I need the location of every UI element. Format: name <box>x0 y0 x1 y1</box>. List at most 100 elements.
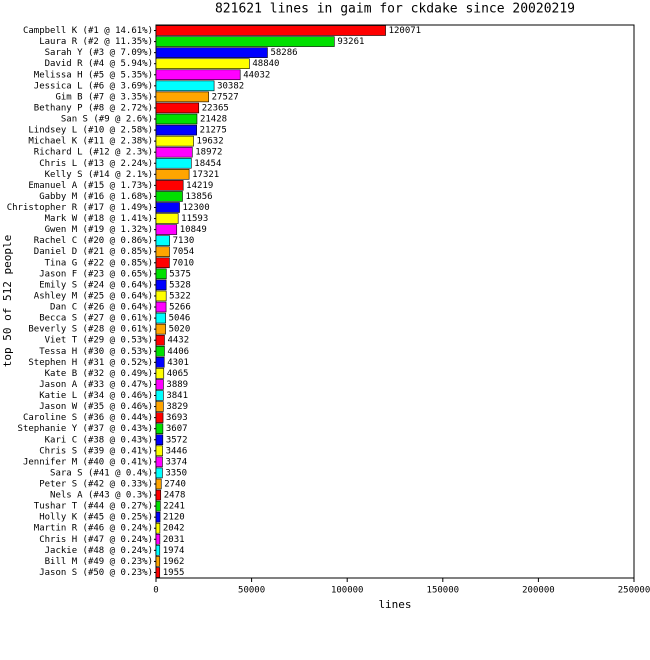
bar <box>155 47 268 58</box>
bar <box>155 124 197 136</box>
value-label: 7054 <box>172 247 194 257</box>
value-label: 4406 <box>167 347 189 357</box>
y-tick-label: Ashley M (#25 @ 0.64%) <box>34 291 153 301</box>
bar <box>155 323 166 335</box>
bar <box>155 235 170 246</box>
bar <box>155 135 194 147</box>
value-label: 14219 <box>186 181 213 191</box>
y-tick-label: Martin R (#46 @ 0.24%) <box>34 524 153 534</box>
bar <box>155 246 170 258</box>
y-tick-label: Stephanie Y (#37 @ 0.43%) <box>18 424 153 434</box>
value-label: 2042 <box>163 524 185 534</box>
bar <box>155 36 335 47</box>
y-tick-label: Sarah Y (#3 @ 7.09%) <box>45 48 153 58</box>
y-tick-label: Becca S (#27 @ 0.61%) <box>39 314 153 324</box>
bar <box>155 113 198 125</box>
value-label: 30382 <box>217 81 244 91</box>
value-label: 27527 <box>212 92 239 102</box>
bar <box>155 500 161 512</box>
y-tick-label: Viet T (#29 @ 0.53%) <box>45 336 153 346</box>
y-tick-label: Chris L (#13 @ 2.24%) <box>39 159 153 169</box>
value-label: 4432 <box>167 336 189 346</box>
bar <box>155 434 164 446</box>
value-label: 3841 <box>166 391 188 401</box>
value-label: 2478 <box>164 491 186 501</box>
x-axis-label: lines <box>378 598 411 611</box>
x-tick-label: 0 <box>153 586 158 596</box>
value-label: 2241 <box>163 502 185 512</box>
bar <box>155 556 161 567</box>
bar <box>155 202 180 213</box>
chart-title: 821621 lines in gaim for ckdake since 20… <box>215 2 575 17</box>
y-tick-label: Jennifer M (#40 @ 0.41%) <box>23 457 153 467</box>
value-label: 18972 <box>195 148 222 158</box>
bar <box>155 213 179 224</box>
bar <box>155 456 163 468</box>
y-tick-label: Tina G (#22 @ 0.85%) <box>45 258 153 268</box>
bar <box>155 412 164 423</box>
bar <box>155 169 190 180</box>
bar <box>155 25 386 36</box>
bar <box>155 58 250 69</box>
y-tick-label: Gabby M (#16 @ 1.68%) <box>39 192 153 202</box>
value-label: 58286 <box>270 48 297 58</box>
y-tick-label: Mark W (#18 @ 1.41%) <box>45 214 153 224</box>
y-tick-label: Holly K (#45 @ 0.25%) <box>39 513 153 523</box>
y-tick-label: Sara S (#41 @ 0.4%) <box>50 468 153 478</box>
y-tick-label: Jason F (#23 @ 0.65%) <box>39 269 153 279</box>
value-label: 2031 <box>163 535 185 545</box>
y-tick-label: Jessica L (#6 @ 3.69%) <box>34 81 153 91</box>
value-label: 21275 <box>200 126 227 136</box>
bar <box>155 102 200 114</box>
x-tick-label: 200000 <box>522 586 555 596</box>
value-label: 22365 <box>202 103 229 113</box>
value-label: 10849 <box>180 225 207 235</box>
y-tick-label: Gwen M (#19 @ 1.32%) <box>45 225 153 235</box>
value-label: 2740 <box>164 479 186 489</box>
value-label: 3374 <box>165 457 187 467</box>
value-label: 3572 <box>166 435 188 445</box>
value-label: 3607 <box>166 424 188 434</box>
y-tick-label: Richard L (#12 @ 2.3%) <box>34 148 153 158</box>
y-tick-label: Dan C (#26 @ 0.64%) <box>50 303 153 313</box>
y-tick-label: Chris H (#47 @ 0.24%) <box>39 535 153 545</box>
value-label: 4301 <box>167 358 189 368</box>
bar <box>155 279 167 291</box>
x-tick-label: 100000 <box>331 586 364 596</box>
bar <box>155 80 215 92</box>
value-label: 5020 <box>169 325 191 335</box>
value-label: 4065 <box>167 369 189 379</box>
value-label: 13856 <box>185 192 212 202</box>
value-label: 44032 <box>243 70 270 80</box>
bar <box>155 91 209 103</box>
value-label: 93261 <box>337 37 364 47</box>
bar <box>155 146 193 158</box>
value-label: 5375 <box>169 269 191 279</box>
y-tick-label: Katie L (#34 @ 0.46%) <box>39 391 153 401</box>
bar <box>155 268 167 280</box>
bar <box>155 534 161 545</box>
y-tick-label: Emily S (#24 @ 0.64%) <box>39 280 153 290</box>
value-label: 3693 <box>166 413 188 423</box>
value-label: 3350 <box>165 468 187 478</box>
bar <box>155 301 167 313</box>
value-label: 21428 <box>200 115 227 125</box>
y-tick-label: Laura R (#2 @ 11.35%) <box>39 37 153 47</box>
bar <box>155 312 166 324</box>
value-label: 18454 <box>194 159 221 169</box>
y-tick-label: Jason S (#50 @ 0.23%) <box>39 568 153 578</box>
y-tick-label: Chris S (#39 @ 0.41%) <box>39 446 153 456</box>
x-tick-label: 250000 <box>618 586 650 596</box>
bar <box>155 423 164 434</box>
y-tick-label: Kate B (#32 @ 0.49%) <box>45 369 153 379</box>
y-tick-label: Kelly S (#14 @ 2.1%) <box>45 170 153 180</box>
value-label: 12300 <box>183 203 210 213</box>
x-tick-label: 150000 <box>427 586 460 596</box>
bar <box>155 334 165 346</box>
bar <box>155 290 167 302</box>
value-label: 5328 <box>169 280 191 290</box>
y-tick-label: Nels A (#43 @ 0.3%) <box>50 491 153 501</box>
y-tick-label: Caroline S (#36 @ 0.44%) <box>23 413 153 423</box>
